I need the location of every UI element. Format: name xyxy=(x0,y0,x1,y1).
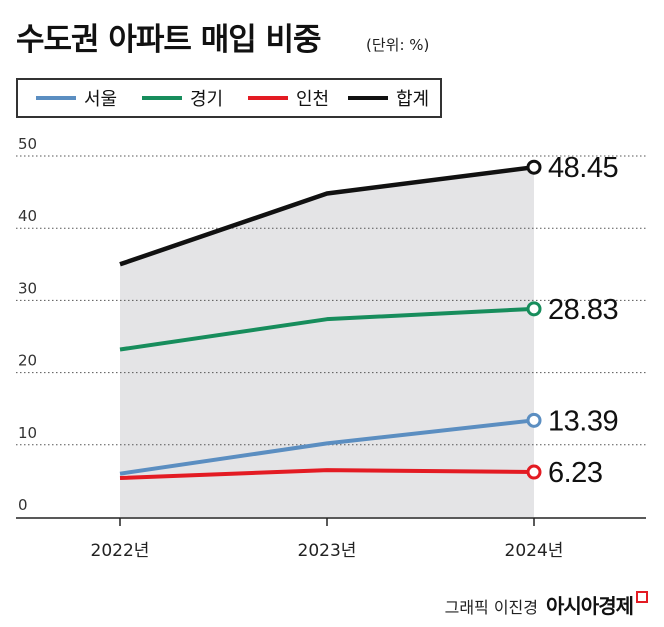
series-line-0 xyxy=(119,418,535,476)
legend-item-seoul: 서울 xyxy=(36,80,117,116)
y-tick-label-0: 0 xyxy=(18,496,28,514)
series-line-1 xyxy=(119,306,535,352)
legend-label-gyeonggi: 경기 xyxy=(190,89,224,110)
unit-label: (단위: %) xyxy=(366,36,430,54)
brand-logo: 아시아경제 xyxy=(546,594,634,618)
legend: 서울 경기 인천 합계 xyxy=(16,78,442,118)
series-end-marker-0 xyxy=(526,412,542,428)
y-tick-label-30: 30 xyxy=(18,279,37,297)
legend-label-seoul: 서울 xyxy=(84,89,118,110)
x-tick-label-1: 2023년 xyxy=(298,541,357,561)
plot-shaded-area xyxy=(120,167,534,518)
legend-item-total: 합계 xyxy=(348,80,429,116)
series-line-3 xyxy=(119,164,535,267)
series-end-label-3: 48.45 xyxy=(548,152,618,184)
y-tick-label-40: 40 xyxy=(18,207,37,225)
legend-label-total: 합계 xyxy=(396,89,430,110)
series-end-marker-2 xyxy=(526,464,542,480)
legend-swatch-gyeonggi xyxy=(142,96,182,100)
series-end-marker-3 xyxy=(526,159,542,175)
x-tick-label-0: 2022년 xyxy=(91,541,150,561)
legend-item-incheon: 인천 xyxy=(248,80,329,116)
y-tick-label-10: 10 xyxy=(18,424,37,442)
series-end-label-1: 28.83 xyxy=(548,294,618,326)
legend-label-incheon: 인천 xyxy=(296,89,330,110)
y-tick-label-20: 20 xyxy=(18,352,37,370)
series-line-2 xyxy=(119,468,535,481)
chart-title: 수도권 아파트 매입 비중 xyxy=(16,22,322,58)
series-end-label-0: 13.39 xyxy=(548,405,618,437)
x-tick-label-2: 2024년 xyxy=(505,541,564,561)
footer: 그래픽 이진경 아시아경제 xyxy=(445,590,648,619)
legend-swatch-incheon xyxy=(248,96,288,100)
legend-swatch-seoul xyxy=(36,96,76,100)
legend-swatch-total xyxy=(348,96,388,100)
series-end-label-2: 6.23 xyxy=(548,457,602,489)
series-end-marker-1 xyxy=(526,301,542,317)
legend-item-gyeonggi: 경기 xyxy=(142,80,223,116)
graphic-credit: 그래픽 이진경 xyxy=(444,598,538,617)
brand-mark-icon xyxy=(636,591,648,603)
y-tick-label-50: 50 xyxy=(18,135,37,153)
